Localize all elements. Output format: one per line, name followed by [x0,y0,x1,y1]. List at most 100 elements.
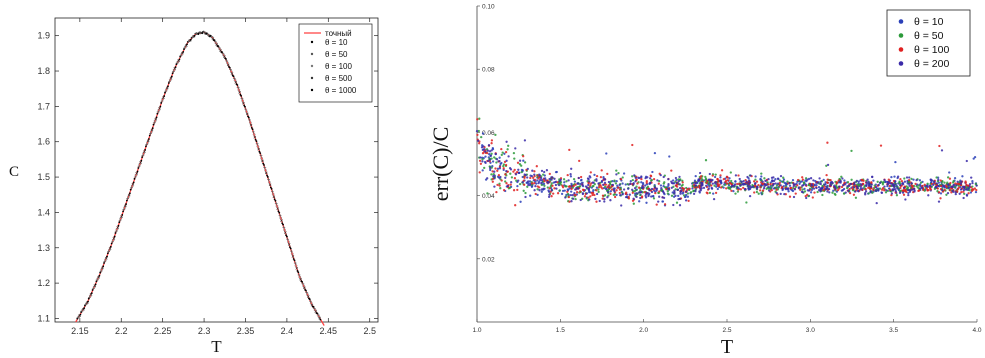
scatter-point-1 [713,184,716,187]
scatter-point-3 [903,180,907,183]
scatter-point-3 [514,173,518,176]
scatter-point-2 [940,184,943,188]
marker-3 [272,195,276,199]
scatter-point-2 [619,178,623,181]
scatter-point-0 [953,176,957,180]
marker-0 [270,187,273,190]
x-tick-label: 2.25 [154,326,172,336]
scatter-point-3 [896,175,900,178]
scatter-point-1 [781,180,784,183]
x-axis-title: T [721,336,733,358]
scatter-point-2 [509,183,512,186]
scatter-point-1 [734,192,737,195]
scatter-point-3 [756,185,759,189]
scatter-point-2 [728,181,732,185]
marker-4 [277,210,280,213]
marker-4 [292,258,295,260]
scatter-point-2 [879,144,883,147]
scatter-point-0 [528,180,532,183]
marker-2 [264,168,267,172]
scatter-point-1 [831,191,834,194]
scatter-point-3 [564,196,567,199]
scatter-point-3 [697,179,700,183]
scatter-point-2 [705,191,708,194]
scatter-point-3 [505,169,508,173]
y-tick-label: 1.4 [37,207,50,217]
scatter-point-3 [926,185,929,189]
scatter-point-1 [871,191,874,194]
scatter-point-3 [937,200,941,203]
legend-box [298,23,373,103]
marker-2 [77,315,81,318]
scatter-point-0 [912,178,915,181]
scatter-point-0 [803,187,806,191]
scatter-point-3 [635,195,638,199]
scatter-point-2 [902,193,906,196]
scatter-point-1 [609,183,612,186]
scatter-point-3 [542,187,545,190]
scatter-point-1 [480,135,483,139]
scatter-point-1 [760,172,763,175]
marker-2 [241,99,245,103]
scatter-point-2 [513,168,516,172]
x-tick-label: 2.35 [237,326,255,336]
marker-4 [128,192,131,195]
scatter-point-2 [960,191,963,194]
scatter-point-2 [714,191,718,195]
scatter-point-2 [939,179,942,182]
scatter-point-3 [879,181,882,184]
scatter-point-3 [538,189,541,192]
scatter-point-2 [719,186,723,189]
scatter-point-0 [516,184,519,188]
scatter-point-1 [499,187,502,190]
scatter-point-1 [905,185,908,188]
y-tick-label: 1.9 [37,31,50,41]
marker-2 [294,264,298,268]
scatter-point-2 [500,147,503,151]
scatter-point-1 [946,176,950,179]
scatter-point-2 [825,173,828,177]
scatter-point-2 [949,181,952,185]
scatter-point-3 [907,182,911,185]
scatter-point-3 [671,182,675,185]
scatter-point-3 [786,188,790,191]
scatter-point-3 [523,139,527,142]
scatter-point-3 [493,174,496,177]
marker-3 [242,101,245,105]
scatter-point-2 [736,182,739,186]
scatter-point-2 [825,181,829,184]
scatter-point-3 [874,189,878,192]
marker-0 [282,223,284,226]
scatter-point-2 [476,133,479,137]
scatter-point-1 [677,178,680,181]
scatter-point-0 [832,189,835,192]
scatter-point-3 [498,167,502,170]
scatter-point-3 [800,190,804,193]
scatter-point-1 [686,192,690,195]
scatter-point-3 [588,180,591,183]
scatter-point-3 [533,173,536,176]
scatter-point-2 [719,174,722,177]
scatter-point-3 [588,198,591,201]
scatter-point-2 [861,188,864,191]
scatter-point-0 [555,170,558,174]
scatter-point-1 [724,183,727,186]
marker-1 [267,178,270,181]
scatter-point-3 [545,169,549,172]
scatter-point-2 [836,188,840,192]
y-tick-label: 0.06 [482,130,495,137]
marker-4 [212,39,215,42]
scatter-point-2 [589,195,592,198]
scatter-point-3 [481,160,484,163]
marker-3 [112,237,116,240]
scatter-point-3 [971,181,974,185]
scatter-point-3 [591,181,594,184]
scatter-point-3 [594,197,597,201]
scatter-point-1 [729,171,732,174]
scatter-point-3 [635,192,638,195]
scatter-point-2 [589,184,592,187]
scatter-point-1 [520,170,523,174]
scatter-point-2 [757,183,760,187]
y-tick-label: 1.5 [37,172,50,182]
scatter-point-1 [755,190,759,194]
